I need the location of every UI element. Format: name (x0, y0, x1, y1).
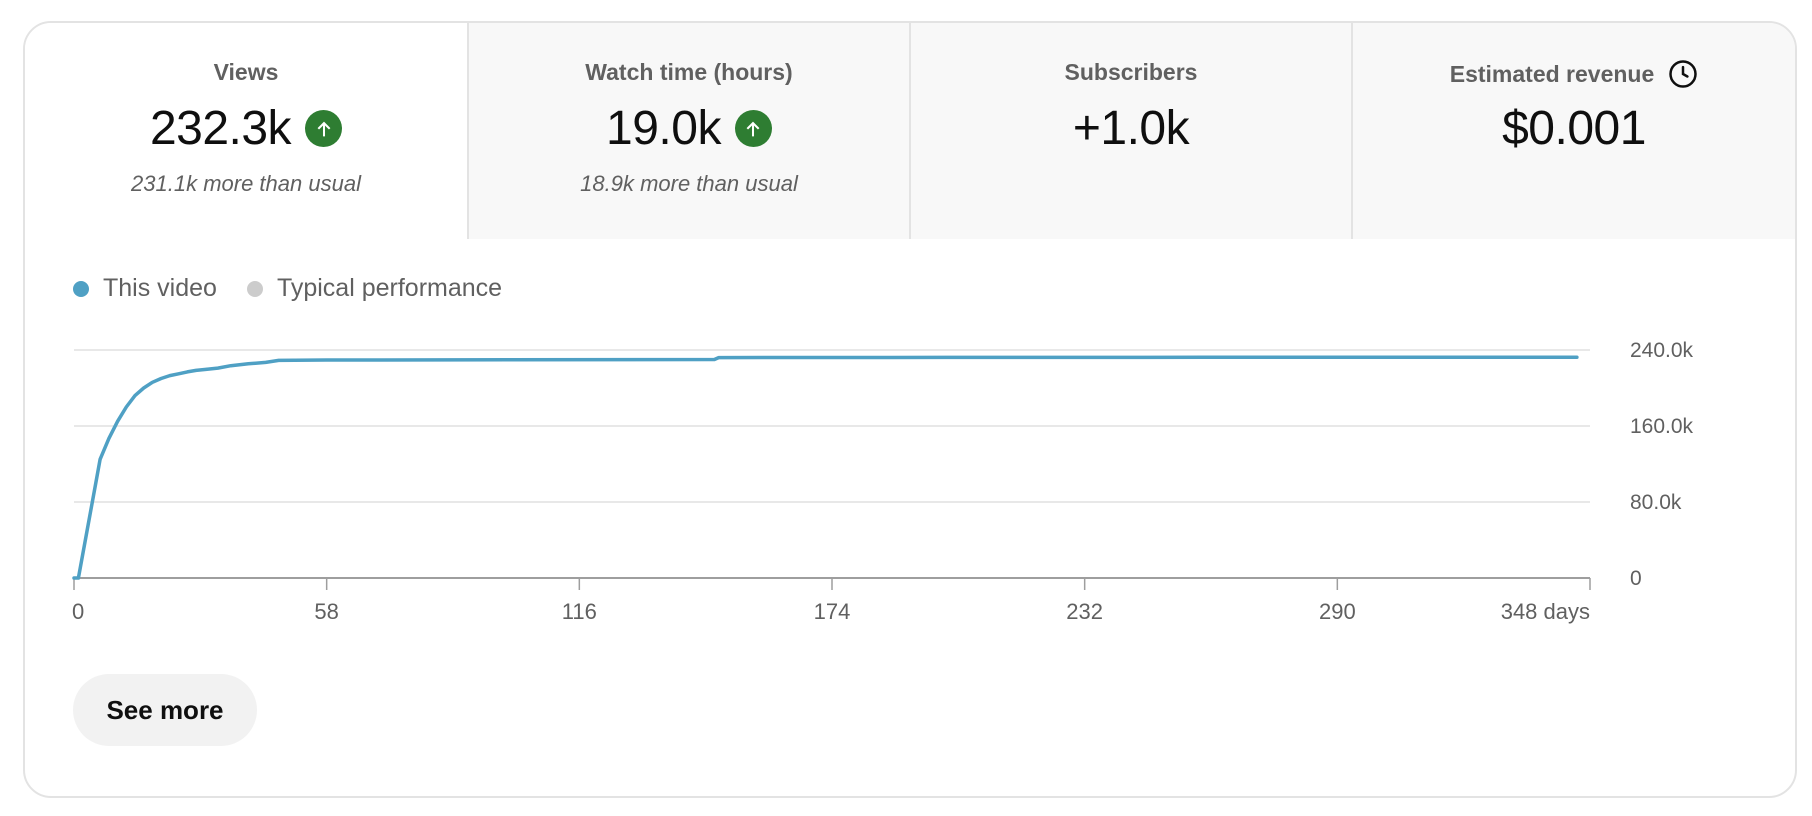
arrow-up-circle-icon (734, 110, 772, 147)
y-tick-label: 160.0k (1630, 415, 1694, 438)
tab-title: Views (213, 59, 279, 85)
tab-value: 232.3k (149, 102, 292, 155)
x-tick-label: 174 (814, 599, 851, 624)
legend-dot-this-video (73, 280, 89, 297)
analytics-card: Views 232.3k 231.1k more than usual Watc… (23, 21, 1797, 798)
see-more-button[interactable]: See more (73, 674, 257, 746)
tab-note: 231.1k more than usual (131, 171, 361, 196)
tab-value: $0.001 (1502, 102, 1646, 155)
tab-views[interactable]: Views 232.3k 231.1k more than usual (25, 23, 467, 239)
tab-title: Subscribers (1064, 59, 1198, 85)
legend-label: This video (103, 274, 217, 302)
x-tick-label: 0 (72, 599, 84, 624)
y-tick-label: 0 (1630, 567, 1642, 590)
series-line-this-video (72, 355, 1579, 580)
x-tick-label: 348 days (1501, 599, 1590, 624)
tab-watch-time[interactable]: Watch time (hours) 19.0k 18.9k more than… (467, 23, 909, 239)
tab-subscribers[interactable]: Subscribers +1.0k (909, 23, 1351, 239)
tab-note: 18.9k more than usual (580, 171, 798, 196)
legend-label: Typical performance (276, 274, 503, 302)
tab-value: 19.0k (606, 102, 721, 155)
legend-typical: Typical performance (246, 274, 503, 303)
tab-title: Watch time (hours) (585, 59, 793, 85)
y-tick-label: 80.0k (1630, 491, 1682, 514)
x-tick-label: 58 (314, 599, 338, 624)
arrow-up-circle-icon (305, 110, 343, 147)
legend-this-video: This video (73, 274, 217, 303)
tab-value: +1.0k (1072, 102, 1190, 155)
clock-icon[interactable] (1668, 59, 1698, 89)
legend-dot-typical (246, 280, 263, 297)
chart-legend: This video Typical performance (73, 274, 502, 303)
metric-tabs: Views 232.3k 231.1k more than usual Watc… (25, 23, 1795, 239)
y-tick-label: 240.0k (1630, 339, 1694, 362)
x-tick-label: 232 (1066, 599, 1103, 624)
views-chart: 0 80.0k 160.0k 240.0k 0 58 116 174 232 290 348 day… (72, 339, 1694, 624)
x-tick-label: 116 (562, 599, 597, 624)
x-tick-label: 290 (1319, 599, 1356, 624)
tab-title: Estimated revenue (1449, 60, 1655, 87)
tab-estimated-revenue[interactable]: Estimated revenue $0.001 (1351, 23, 1795, 239)
